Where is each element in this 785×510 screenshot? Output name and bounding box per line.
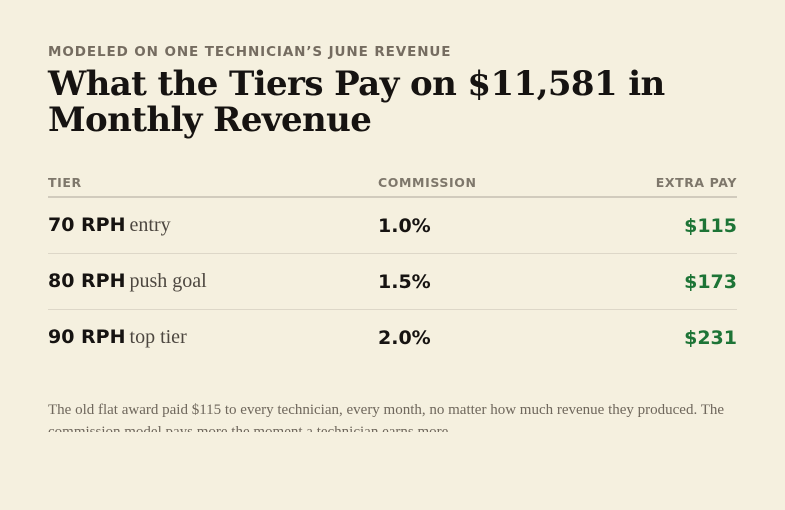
extra-pay-cell: $115	[684, 214, 737, 237]
tier-cell: 90 RPH top tier	[48, 326, 378, 349]
tier-description: top tier	[129, 326, 187, 348]
table-row: 80 RPH push goal 1.5% $173	[48, 254, 737, 310]
tier-pay-card: MODELED ON ONE TECHNICIAN’S JUNE REVENUE…	[48, 44, 737, 447]
commission-cell: 2.0%	[378, 326, 431, 349]
column-header-commission: COMMISSION	[378, 174, 477, 190]
footnote: The old flat award paid $115 to every te…	[48, 402, 725, 432]
table-row: 70 RPH entry 1.0% $115	[48, 198, 737, 254]
table-row: 90 RPH top tier 2.0% $231	[48, 310, 737, 365]
extra-pay-cell: $173	[684, 270, 737, 293]
table-header: TIER COMMISSION EXTRA PAY	[48, 168, 737, 198]
tier-table: TIER COMMISSION EXTRA PAY 70 RPH entry 1.…	[48, 168, 737, 365]
tier-rate: 70 RPH	[48, 214, 126, 236]
tier-cell: 70 RPH entry	[48, 214, 378, 237]
tier-description: entry	[129, 214, 171, 236]
tier-rate: 80 RPH	[48, 270, 126, 292]
column-header-tier: TIER	[48, 174, 82, 190]
eyebrow-label: MODELED ON ONE TECHNICIAN’S JUNE REVENUE	[48, 44, 452, 60]
tier-cell: 80 RPH push goal	[48, 270, 378, 293]
column-header-extra-pay: EXTRA PAY	[655, 174, 737, 190]
tier-description: push goal	[129, 270, 207, 292]
page-title: What the Tiers Pay on $11,581 in Monthly…	[48, 64, 665, 140]
extra-pay-cell: $231	[684, 326, 737, 349]
commission-cell: 1.0%	[378, 214, 431, 237]
commission-cell: 1.5%	[378, 270, 431, 293]
tier-rate: 90 RPH	[48, 326, 126, 348]
